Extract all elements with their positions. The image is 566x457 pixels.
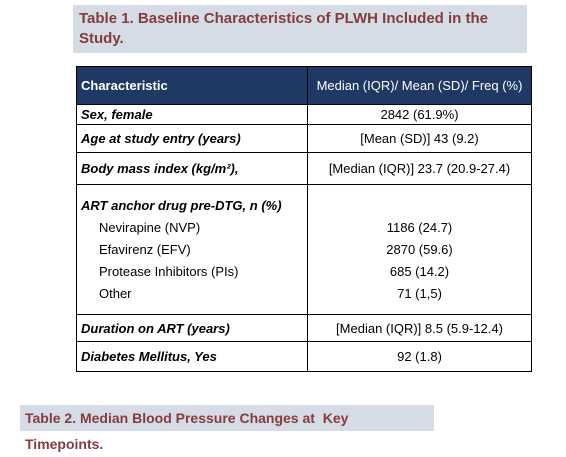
label-cell: Duration on ART (years) <box>76 314 308 342</box>
table-row: Duration on ART (years) [Median (IQR)] 8.… <box>76 314 532 342</box>
item-value: 71 (1,5) <box>397 285 442 301</box>
value-cell: [Mean (SD)] 43 (9.2) <box>307 124 532 153</box>
table: Characteristic Median (IQR)/ Mean (SD)/ … <box>76 66 532 372</box>
table-title: Table 2. Median Blood Pressure Changes a… <box>20 405 434 452</box>
page: Table 1. Baseline Characteristics of PLW… <box>20 5 532 452</box>
item-label: Efavirenz (EFV) <box>99 241 191 257</box>
value-cell: [Median (IQR)] 23.7 (20.9-27.4) <box>307 152 532 185</box>
header-row: Characteristic Median (IQR)/ Mean (SD)/ … <box>76 66 532 105</box>
value-cell: 92 (1.8) <box>307 341 532 372</box>
label-cell: Sex, female <box>76 104 308 125</box>
value-cell: 2842 (61.9%) <box>307 104 532 125</box>
item-value: 1186 (24.7) <box>386 219 453 235</box>
table-row: Age at study entry (years) [Mean (SD)] 43… <box>76 124 532 153</box>
table-row: Body mass index (kg/m²), [Median (IQR)] 2… <box>76 152 532 185</box>
label-cell: Body mass index (kg/m²), <box>76 152 308 185</box>
table-title: Table 1. Baseline Characteristics of PLW… <box>73 5 527 53</box>
group-label: ART anchor drug pre-DTG, n (%) <box>81 197 282 213</box>
value-cell: [Median (IQR)] 8.5 (5.9-12.4) <box>307 314 532 342</box>
item-label: Nevirapine (NVP) <box>99 219 201 235</box>
item-value: 685 (14.2) <box>389 263 450 279</box>
table-row: Diabetes Mellitus, Yes 92 (1.8) <box>76 341 532 372</box>
label-cell: Diabetes Mellitus, Yes <box>76 341 308 372</box>
table-row: Sex, female 2842 (61.9%) <box>76 104 532 125</box>
label-cell: Age at study entry (years) <box>76 124 308 153</box>
value-cell: 1186 (24.7) 2870 (59.6) 685 (14.2) 71 (1,5) <box>307 184 532 315</box>
item-value: 2870 (59.6) <box>386 241 453 257</box>
spacer <box>312 195 527 217</box>
item-label: Protease Inhibitors (PIs) <box>99 263 239 279</box>
item-label: Other <box>99 285 132 301</box>
table-row: ART anchor drug pre-DTG, n (%) Nevirapine… <box>76 184 532 315</box>
header-cell: Median (IQR)/ Mean (SD)/ Freq (%) <box>307 66 532 105</box>
header-cell: Characteristic <box>76 66 308 105</box>
label-cell: ART anchor drug pre-DTG, n (%) Nevirapine… <box>76 184 308 315</box>
